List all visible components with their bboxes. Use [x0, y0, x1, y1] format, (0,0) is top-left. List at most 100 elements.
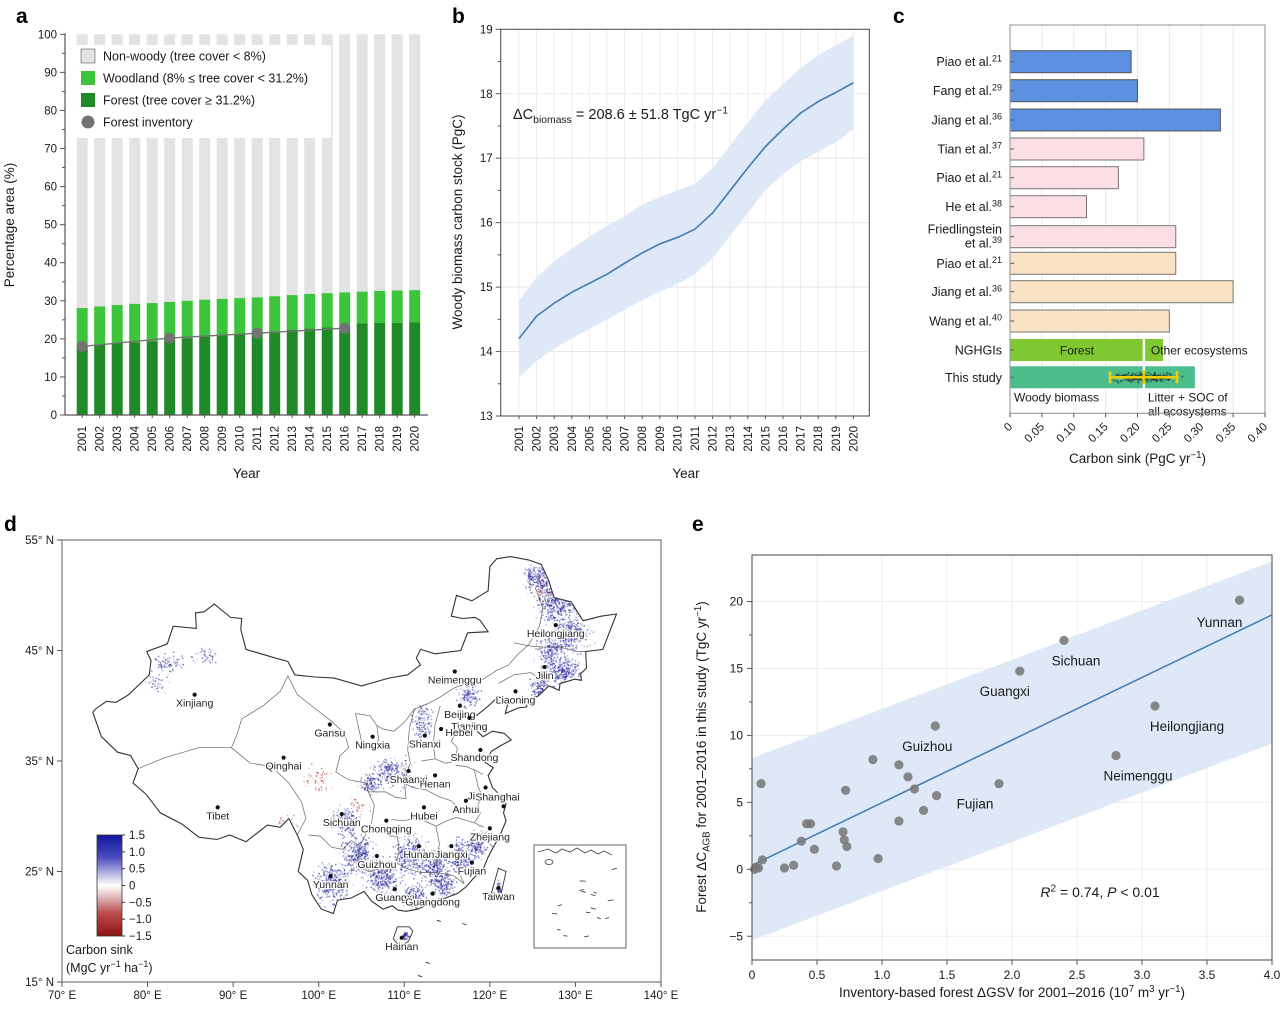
speckle: [402, 775, 405, 778]
x-tick-label: 2013: [287, 426, 299, 452]
speckle: [574, 663, 577, 666]
speckle: [336, 824, 338, 827]
bar-segment-woodland: [111, 304, 123, 344]
speckle: [539, 570, 542, 572]
sample-dot: [1120, 380, 1123, 383]
speckle: [592, 631, 595, 633]
speckle: [469, 690, 471, 692]
speckle: [343, 820, 345, 822]
speckle: [564, 674, 566, 677]
bar-segment-woodland: [181, 300, 193, 339]
speckle: [566, 661, 568, 663]
speckle: [383, 766, 386, 769]
speckle: [541, 650, 544, 653]
speckle: [552, 599, 554, 601]
speckle: [547, 612, 549, 614]
bar-segment-nonwoody: [286, 34, 298, 296]
speckle: [570, 625, 572, 627]
speckle: [539, 680, 542, 683]
speckle: [355, 817, 357, 820]
speckle: [577, 639, 579, 641]
speckle: [367, 777, 369, 780]
speckle: [350, 869, 353, 872]
speckle: [360, 784, 362, 787]
speckle: [389, 774, 391, 776]
speckle: [545, 589, 548, 591]
speckle: [534, 567, 536, 570]
speckle: [556, 678, 559, 680]
speckle: [350, 836, 353, 838]
speckle: [537, 681, 539, 684]
speckle: [368, 774, 371, 777]
speckle: [552, 669, 555, 672]
speckle: [554, 602, 557, 605]
bar-segment-nonwoody: [251, 34, 263, 298]
speckle: [557, 653, 560, 655]
speckle: [352, 822, 355, 825]
speckle: [329, 825, 331, 827]
speckle: [400, 765, 402, 767]
speckle: [421, 708, 423, 710]
speckle: [379, 764, 381, 766]
speckle: [550, 591, 553, 593]
speckle: [565, 674, 568, 676]
speckle: [474, 701, 476, 703]
speckle: [532, 583, 535, 586]
speckle: [565, 646, 567, 648]
speckle: [542, 582, 544, 585]
speckle: [550, 641, 552, 644]
speckle: [344, 864, 347, 867]
speckle: [385, 775, 388, 778]
speckle: [345, 848, 347, 851]
speckle: [533, 570, 536, 572]
speckle: [350, 855, 352, 857]
speckle: [557, 662, 559, 664]
speckle: [554, 676, 557, 679]
speckle: [462, 697, 465, 700]
y-tick-label: 10: [44, 372, 57, 384]
speckle: [544, 600, 547, 603]
speckle: [383, 765, 385, 767]
speckle: [577, 668, 580, 670]
speckle: [337, 833, 340, 835]
speckle: [557, 639, 560, 641]
speckle: [471, 699, 473, 702]
speckle: [541, 585, 544, 587]
speckle: [415, 732, 418, 735]
speckle: [566, 636, 568, 639]
speckle: [574, 641, 576, 643]
speckle: [390, 769, 393, 771]
speckle: [369, 873, 371, 875]
speckle: [556, 657, 558, 659]
speckle: [555, 631, 557, 634]
speckle: [344, 822, 346, 824]
speckle: [467, 689, 470, 692]
sample-dot: [1137, 380, 1140, 384]
speckle: [571, 623, 573, 625]
speckle: [469, 692, 471, 694]
speckle: [558, 669, 561, 671]
speckle: [542, 581, 545, 583]
bar-segment-woodland: [251, 297, 263, 333]
speckle: [541, 652, 543, 654]
speckle: [378, 769, 380, 771]
speckle: [385, 769, 387, 772]
speckle: [548, 597, 550, 599]
speckle: [571, 636, 573, 639]
speckle: [340, 819, 342, 821]
bar-segment-forest: [286, 329, 298, 415]
speckle: [541, 651, 543, 653]
speckle: [552, 610, 554, 613]
speckle: [562, 623, 565, 625]
speckle: [554, 666, 556, 668]
speckle: [566, 613, 568, 616]
bar-divider: [1142, 339, 1146, 361]
bar-segment-woodland: [129, 303, 141, 343]
speckle: [458, 692, 460, 694]
speckle: [385, 766, 387, 768]
bar-segment-forest: [269, 331, 281, 415]
speckle: [561, 671, 563, 673]
speckle: [563, 662, 566, 664]
speckle: [369, 767, 372, 769]
speckle: [362, 836, 364, 839]
